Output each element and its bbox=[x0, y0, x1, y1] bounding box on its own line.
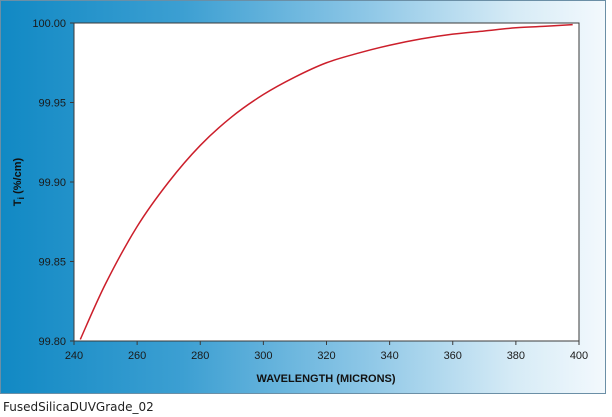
chart-figure: 240 260 280 300 320 340 360 380 400 99.80 99.85 99… bbox=[0, 0, 606, 394]
x-tick-label: 300 bbox=[254, 350, 272, 362]
series-line-transmittance bbox=[79, 23, 573, 340]
x-tick-label: 340 bbox=[380, 350, 398, 362]
chart-svg: 240 260 280 300 320 340 360 380 400 99.8099.8599… bbox=[12, 18, 588, 385]
x-tick-label: 400 bbox=[570, 350, 588, 362]
y-tick-label: 99.90 bbox=[38, 177, 66, 189]
x-tick-label: 260 bbox=[128, 350, 146, 362]
y-axis-title-main: T bbox=[12, 199, 24, 206]
x-tick-label: 240 bbox=[65, 350, 83, 362]
x-tick-label: 280 bbox=[191, 350, 209, 362]
y-tick-layer: 99.80 99.85 99.90 99.95 100.00 bbox=[32, 18, 74, 348]
y-tick-label: 99.95 bbox=[38, 98, 66, 110]
series-layer bbox=[79, 23, 573, 340]
x-axis-title: WAVELENGTH (MICRONS) bbox=[256, 373, 395, 385]
x-tick-label: 360 bbox=[444, 350, 462, 362]
y-axis-title-units: (%/cm) bbox=[12, 157, 24, 196]
x-tick-label: 380 bbox=[507, 350, 525, 362]
x-tick-layer: 240 260 280 300 320 340 360 380 400 bbox=[65, 341, 588, 362]
plot-area bbox=[73, 22, 580, 342]
y-axis-title-subscript: i bbox=[16, 197, 26, 200]
x-tick-label: 320 bbox=[317, 350, 335, 362]
y-tick-label: 99.85 bbox=[38, 257, 66, 269]
y-tick-label: 99.80 bbox=[38, 336, 66, 348]
y-axis-title: Ti (%/cm) bbox=[12, 157, 26, 206]
y-tick-label: 100.00 bbox=[32, 18, 66, 30]
image-caption: FusedSilicaDUVGrade_02 bbox=[3, 400, 154, 414]
